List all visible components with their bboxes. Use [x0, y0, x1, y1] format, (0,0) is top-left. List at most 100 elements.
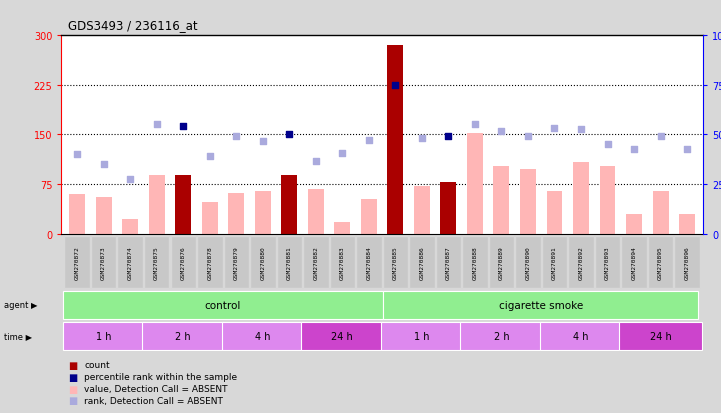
Text: GSM270873: GSM270873	[101, 245, 106, 279]
Point	[71, 152, 83, 158]
FancyBboxPatch shape	[356, 237, 381, 288]
Bar	[202, 202, 218, 234]
Point	[257, 138, 269, 145]
Bar	[441, 183, 456, 234]
Text: GSM270872: GSM270872	[75, 245, 80, 279]
Text: GSM270889: GSM270889	[499, 245, 504, 279]
Point	[389, 82, 401, 89]
Bar	[414, 187, 430, 234]
Point	[231, 133, 242, 140]
Point	[522, 133, 534, 140]
Text: GSM270874: GSM270874	[128, 245, 133, 279]
Point	[602, 142, 614, 148]
Text: GSM270891: GSM270891	[552, 245, 557, 279]
Text: GSM270881: GSM270881	[287, 245, 292, 279]
Text: 24 h: 24 h	[332, 331, 353, 341]
Point	[495, 128, 507, 135]
FancyBboxPatch shape	[171, 237, 196, 288]
Point	[363, 137, 375, 144]
FancyBboxPatch shape	[64, 237, 90, 288]
Point	[98, 161, 110, 168]
Text: GSM270890: GSM270890	[526, 245, 531, 279]
Bar	[308, 189, 324, 234]
FancyBboxPatch shape	[381, 323, 463, 350]
Point	[151, 122, 162, 128]
Text: GSM270882: GSM270882	[314, 245, 319, 279]
FancyBboxPatch shape	[541, 237, 567, 288]
FancyBboxPatch shape	[197, 237, 223, 288]
Point	[204, 153, 216, 159]
Text: count: count	[84, 360, 110, 369]
Text: GSM270875: GSM270875	[154, 245, 159, 279]
Text: GSM270879: GSM270879	[234, 245, 239, 279]
Text: GSM270886: GSM270886	[420, 245, 425, 279]
Point	[469, 122, 481, 128]
Text: rank, Detection Call = ABSENT: rank, Detection Call = ABSENT	[84, 396, 224, 405]
FancyBboxPatch shape	[619, 323, 702, 350]
Bar	[361, 200, 377, 234]
Bar	[281, 176, 297, 234]
FancyBboxPatch shape	[516, 237, 541, 288]
FancyBboxPatch shape	[540, 323, 622, 350]
Text: time ▶: time ▶	[4, 332, 32, 341]
Text: cigarette smoke: cigarette smoke	[499, 300, 583, 310]
Bar	[229, 193, 244, 234]
FancyBboxPatch shape	[277, 237, 302, 288]
Bar	[520, 169, 536, 234]
Text: GDS3493 / 236116_at: GDS3493 / 236116_at	[68, 19, 198, 32]
Text: GSM270888: GSM270888	[472, 245, 477, 279]
Point	[283, 132, 295, 138]
Bar	[123, 220, 138, 234]
Text: control: control	[205, 300, 242, 310]
FancyBboxPatch shape	[91, 237, 116, 288]
FancyBboxPatch shape	[674, 237, 700, 288]
Text: 4 h: 4 h	[573, 331, 589, 341]
Text: 24 h: 24 h	[650, 331, 671, 341]
Bar	[547, 191, 562, 234]
FancyBboxPatch shape	[250, 237, 275, 288]
FancyBboxPatch shape	[410, 237, 435, 288]
Point	[337, 150, 348, 157]
FancyBboxPatch shape	[383, 237, 408, 288]
Point	[443, 133, 454, 140]
Text: GSM270887: GSM270887	[446, 245, 451, 279]
Text: GSM270894: GSM270894	[632, 245, 637, 279]
Bar	[573, 163, 589, 234]
Text: 2 h: 2 h	[175, 331, 191, 341]
FancyBboxPatch shape	[63, 292, 384, 319]
Text: ■: ■	[68, 372, 78, 382]
Text: GSM270876: GSM270876	[181, 245, 186, 279]
Text: percentile rank within the sample: percentile rank within the sample	[84, 372, 237, 381]
Point	[628, 146, 640, 153]
FancyBboxPatch shape	[648, 237, 673, 288]
FancyBboxPatch shape	[142, 323, 224, 350]
Bar	[149, 176, 164, 234]
Text: GSM270896: GSM270896	[684, 245, 689, 279]
Bar	[653, 191, 668, 234]
Text: ■: ■	[68, 360, 78, 370]
Text: GSM270878: GSM270878	[207, 245, 212, 279]
Point	[655, 133, 666, 140]
FancyBboxPatch shape	[144, 237, 169, 288]
Point	[177, 124, 189, 131]
FancyBboxPatch shape	[384, 292, 698, 319]
FancyBboxPatch shape	[462, 237, 487, 288]
FancyBboxPatch shape	[118, 237, 143, 288]
FancyBboxPatch shape	[568, 237, 593, 288]
Text: agent ▶: agent ▶	[4, 301, 37, 310]
Text: GSM270885: GSM270885	[393, 245, 398, 279]
Bar	[467, 134, 483, 234]
Point	[416, 135, 428, 142]
FancyBboxPatch shape	[301, 323, 384, 350]
Point	[549, 125, 560, 132]
Text: GSM270895: GSM270895	[658, 245, 663, 279]
Bar	[175, 176, 191, 234]
Text: 1 h: 1 h	[414, 331, 430, 341]
FancyBboxPatch shape	[63, 323, 145, 350]
Bar	[626, 214, 642, 234]
Text: 4 h: 4 h	[255, 331, 270, 341]
Text: ■: ■	[68, 384, 78, 394]
Text: GSM270892: GSM270892	[578, 245, 583, 279]
Bar	[493, 167, 510, 234]
Text: GSM270883: GSM270883	[340, 245, 345, 279]
